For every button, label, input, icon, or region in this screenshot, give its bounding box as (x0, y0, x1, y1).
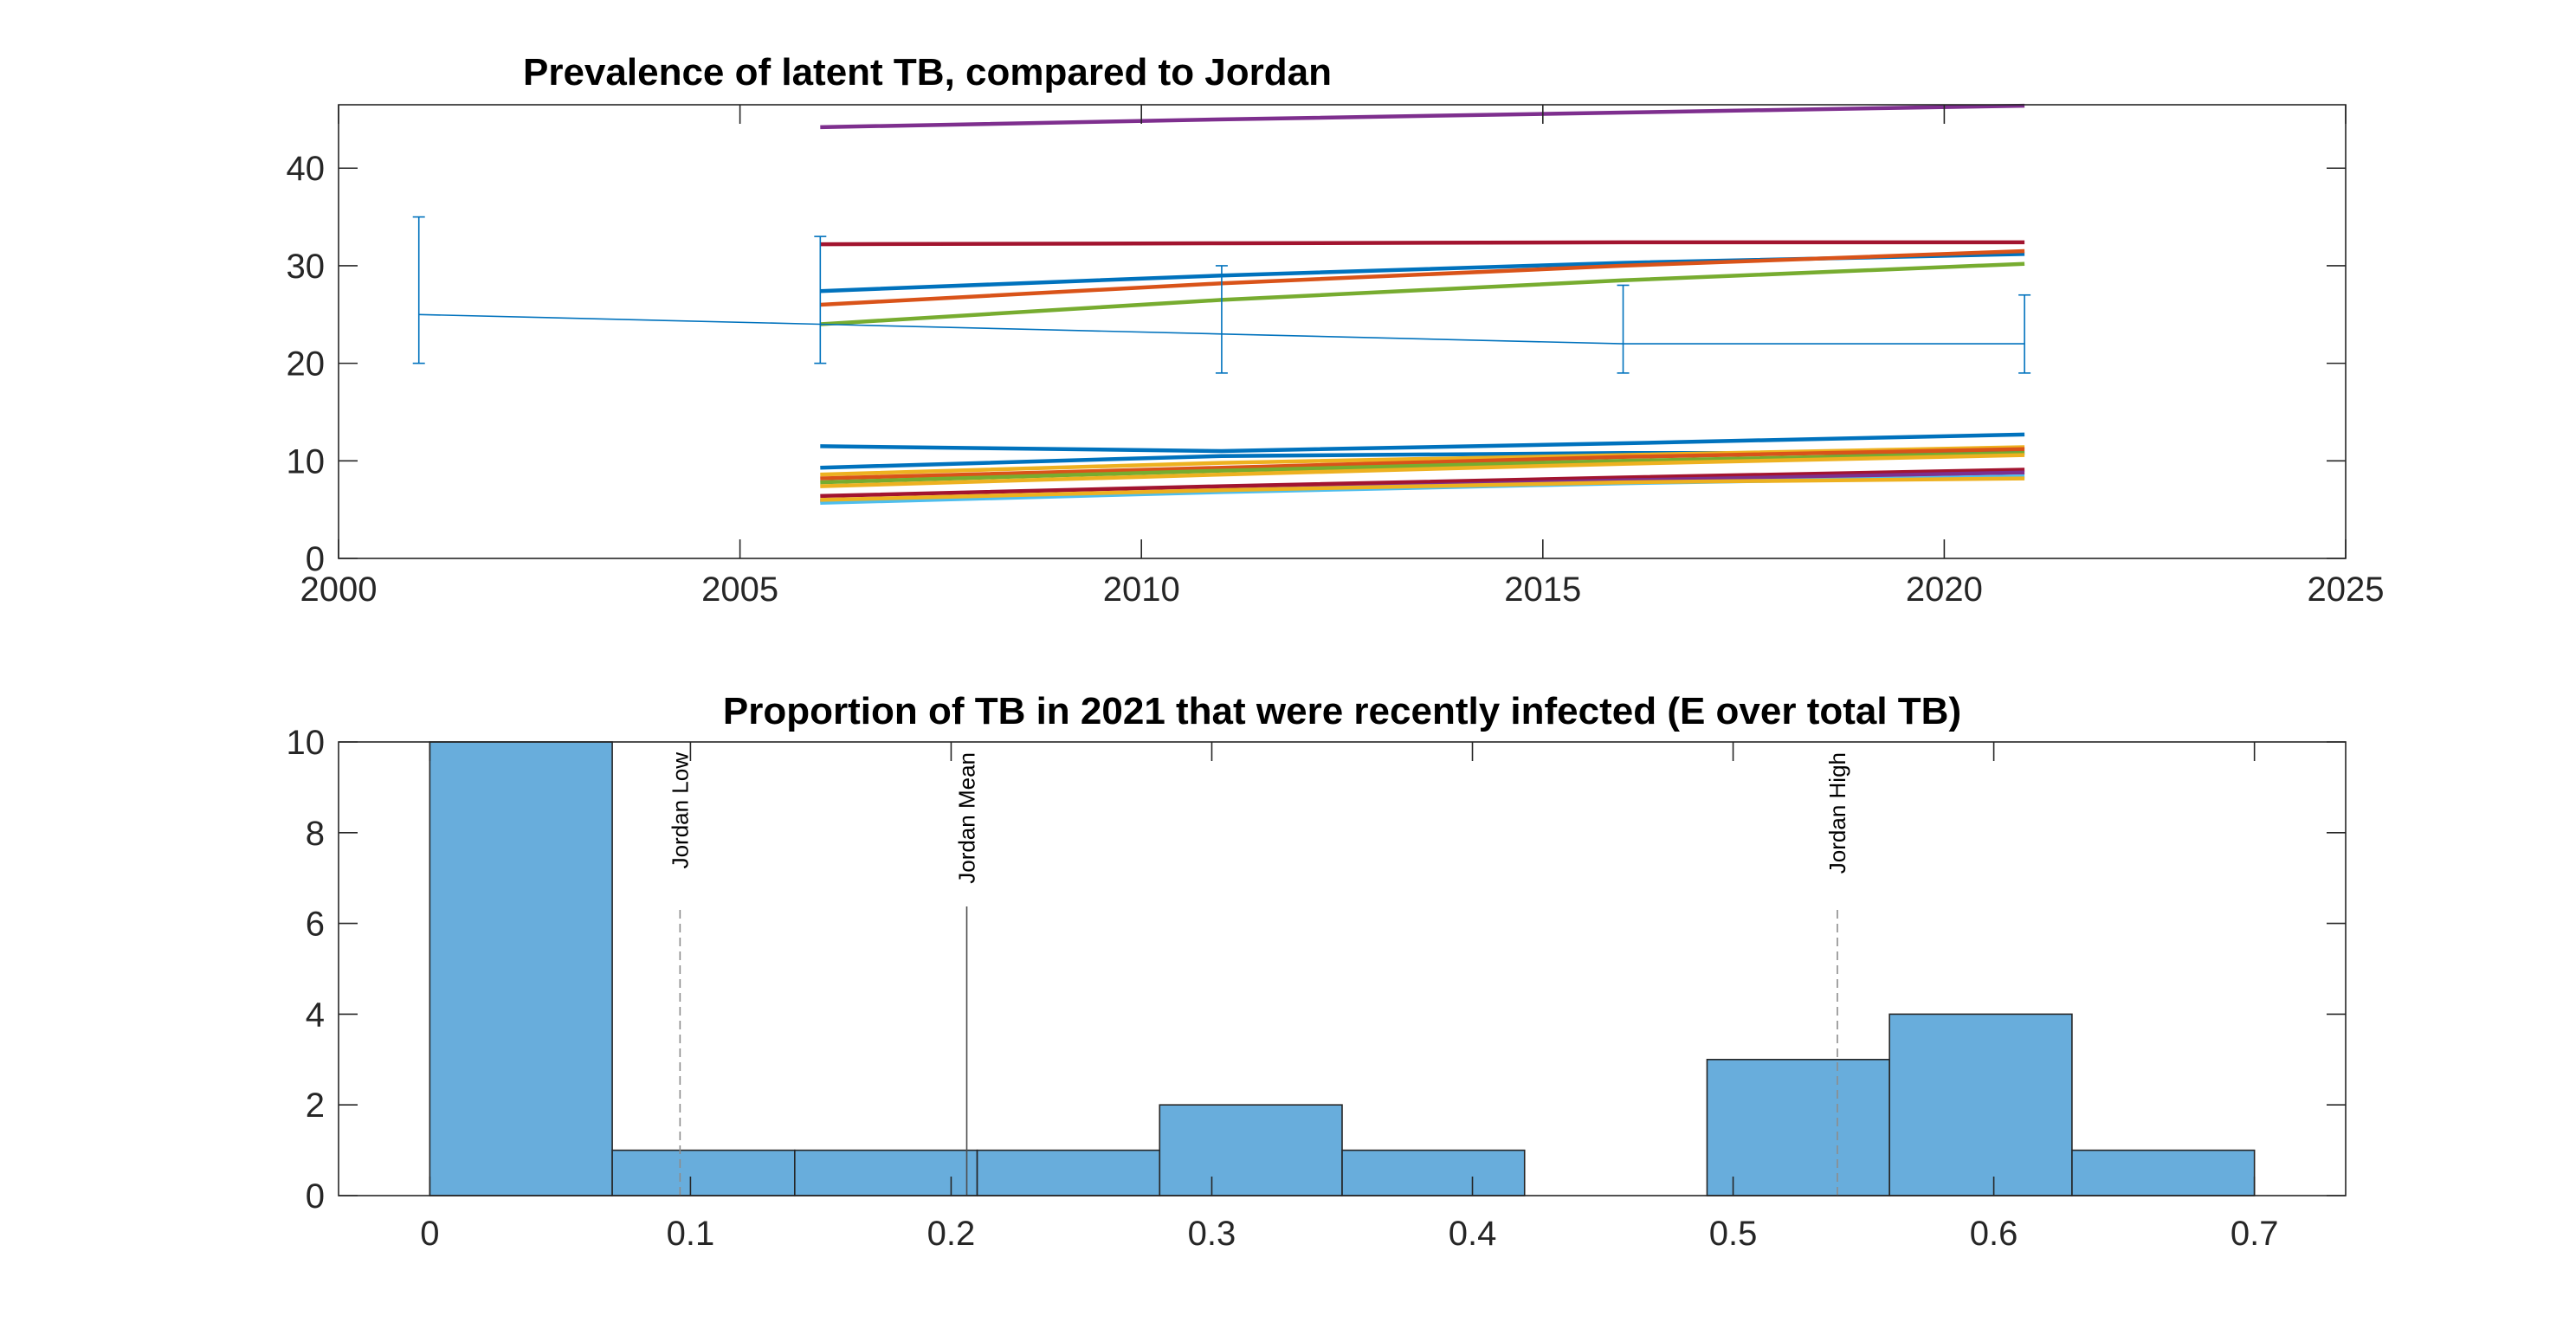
series-line-10 (820, 451, 2025, 485)
series-line-4 (820, 248, 2025, 307)
x-tick-label: 0 (420, 1215, 439, 1253)
recent-infection-histogram-marks: Jordan Low Jordan Mean Jordan High (429, 741, 2256, 1196)
series-line-12 (820, 468, 2025, 499)
y-tick-label: 30 (287, 248, 326, 286)
series-line-6 (820, 432, 2025, 454)
prevalence-chart-marks (412, 103, 2031, 506)
y-tick-label: 4 (306, 996, 325, 1034)
x-tick-label: 0.4 (1449, 1215, 1497, 1253)
y-tick-label: 8 (306, 815, 325, 853)
y-tick-label: 0 (306, 540, 325, 578)
y-tick-label: 10 (287, 442, 326, 480)
x-tick-label: 0.2 (927, 1215, 976, 1253)
histogram-bar-2 (611, 1149, 796, 1196)
series-line-9 (820, 447, 2025, 480)
y-tick-label: 10 (287, 724, 326, 762)
histogram-bar-10 (2071, 1149, 2256, 1196)
prevalence-chart: Prevalence of latent TB, compared to Jor… (287, 51, 2385, 609)
y-tick-label: 2 (306, 1087, 325, 1125)
x-tick-label: 0.1 (667, 1215, 715, 1253)
x-tick-label: 2000 (300, 571, 378, 609)
histogram-bar-9 (1888, 1013, 2073, 1196)
x-tick-label: 0.5 (1709, 1215, 1758, 1253)
x-tick-label: 2020 (1906, 571, 1983, 609)
x-tick-label: 0.6 (1970, 1215, 2018, 1253)
prevalence-chart-ticks: 2000 2005 2010 2015 2020 2025 0 10 20 30 40 (287, 105, 2385, 609)
series-line-11 (820, 453, 2025, 488)
histogram-bar-4 (976, 1149, 1161, 1196)
recent-infection-histogram-title: Proportion of TB in 2021 that were recen… (723, 690, 1961, 732)
recent-infection-histogram: Proportion of TB in 2021 that were recen… (287, 690, 2347, 1253)
histogram-bar-1 (429, 741, 613, 1196)
x-tick-label: 2015 (1504, 571, 1581, 609)
x-tick-label: 2025 (2308, 571, 2385, 609)
recent-infection-histogram-axes-box (338, 741, 2347, 1196)
series-line-1 (820, 103, 2025, 130)
prevalence-chart-title: Prevalence of latent TB, compared to Jor… (523, 51, 1332, 94)
x-tick-label: 0.3 (1188, 1215, 1236, 1253)
histogram-bar-5 (1159, 1104, 1343, 1196)
prevalence-chart-axes-box (338, 104, 2347, 559)
reference-line-label-1: Jordan Low (667, 752, 693, 869)
x-tick-label: 0.7 (2231, 1215, 2279, 1253)
histogram-bar-6 (1341, 1149, 1526, 1196)
recent-infection-histogram-ticks: 0 0.1 0.2 0.3 0.4 0.5 0.6 0.7 0 2 4 6 8 10 (287, 724, 2346, 1253)
y-tick-label: 20 (287, 345, 326, 384)
series-line-5 (820, 261, 2025, 326)
y-tick-label: 0 (306, 1177, 325, 1216)
x-tick-label: 2010 (1103, 571, 1180, 609)
histogram-bar-8 (1706, 1059, 1890, 1196)
histogram-bar-3 (794, 1149, 978, 1196)
series-line-15 (820, 476, 2025, 502)
series-line-2 (820, 240, 2025, 247)
y-tick-label: 6 (306, 906, 325, 944)
y-tick-label: 40 (287, 150, 326, 188)
reference-line-label-2: Jordan Mean (954, 752, 980, 884)
reference-line-label-3: Jordan High (1824, 752, 1850, 874)
x-tick-label: 2005 (701, 571, 778, 609)
